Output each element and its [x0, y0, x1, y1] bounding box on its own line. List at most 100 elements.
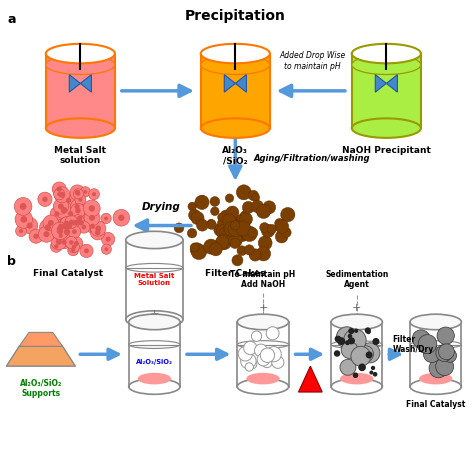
Circle shape — [82, 225, 86, 229]
Circle shape — [61, 222, 72, 233]
Circle shape — [54, 244, 58, 249]
Circle shape — [64, 206, 78, 221]
Circle shape — [218, 213, 226, 221]
Circle shape — [38, 192, 52, 206]
Polygon shape — [410, 322, 461, 387]
Circle shape — [244, 245, 255, 255]
Circle shape — [83, 190, 87, 194]
Circle shape — [101, 232, 115, 246]
Circle shape — [360, 343, 380, 363]
Circle shape — [64, 225, 68, 230]
Circle shape — [101, 213, 111, 224]
Circle shape — [55, 219, 67, 232]
Circle shape — [48, 220, 54, 226]
Circle shape — [245, 363, 254, 371]
Circle shape — [73, 211, 87, 225]
Circle shape — [59, 192, 65, 198]
Circle shape — [223, 221, 235, 233]
Circle shape — [347, 334, 352, 338]
Circle shape — [203, 239, 219, 254]
Circle shape — [266, 327, 279, 340]
Circle shape — [67, 222, 71, 226]
Circle shape — [256, 204, 271, 219]
Circle shape — [272, 356, 284, 369]
Circle shape — [340, 359, 356, 375]
Circle shape — [228, 221, 243, 237]
Ellipse shape — [237, 314, 289, 330]
Circle shape — [242, 216, 251, 225]
Circle shape — [89, 189, 100, 200]
Circle shape — [72, 220, 78, 225]
Circle shape — [365, 351, 373, 358]
Text: Final Catalyst: Final Catalyst — [406, 400, 465, 409]
Circle shape — [438, 344, 454, 360]
Ellipse shape — [201, 55, 270, 75]
Circle shape — [75, 219, 81, 224]
Circle shape — [223, 214, 236, 227]
Circle shape — [443, 349, 456, 362]
Circle shape — [91, 221, 106, 236]
Circle shape — [62, 240, 67, 245]
Circle shape — [191, 212, 204, 225]
Circle shape — [227, 222, 240, 236]
Polygon shape — [352, 54, 421, 128]
Circle shape — [207, 219, 215, 227]
Circle shape — [238, 347, 253, 361]
Circle shape — [337, 327, 357, 348]
Circle shape — [43, 215, 59, 231]
Circle shape — [239, 213, 253, 225]
Circle shape — [50, 207, 64, 221]
Circle shape — [281, 207, 295, 222]
Circle shape — [33, 233, 39, 239]
Circle shape — [19, 229, 23, 233]
Circle shape — [84, 210, 100, 226]
Circle shape — [75, 194, 86, 205]
Circle shape — [225, 194, 234, 202]
Ellipse shape — [340, 373, 374, 384]
Ellipse shape — [419, 373, 452, 384]
Circle shape — [53, 199, 69, 214]
Polygon shape — [46, 54, 115, 128]
Ellipse shape — [352, 44, 421, 63]
Circle shape — [54, 187, 70, 203]
Circle shape — [242, 201, 255, 213]
Circle shape — [348, 337, 355, 344]
Circle shape — [67, 225, 72, 229]
Ellipse shape — [126, 311, 183, 328]
Circle shape — [241, 353, 256, 369]
Circle shape — [263, 201, 276, 214]
Circle shape — [84, 248, 89, 253]
Polygon shape — [235, 75, 246, 92]
Circle shape — [230, 220, 243, 233]
Circle shape — [61, 207, 67, 213]
Circle shape — [75, 208, 81, 213]
Circle shape — [90, 224, 95, 229]
Circle shape — [262, 224, 274, 238]
Text: To maintain pH
Add NaOH: To maintain pH Add NaOH — [230, 270, 296, 289]
Circle shape — [53, 222, 66, 236]
Circle shape — [224, 218, 232, 226]
Circle shape — [262, 357, 272, 368]
Circle shape — [418, 335, 437, 353]
Circle shape — [20, 216, 27, 223]
Circle shape — [66, 224, 71, 228]
Circle shape — [52, 182, 66, 196]
Circle shape — [118, 214, 125, 221]
Circle shape — [207, 219, 216, 229]
Circle shape — [59, 223, 75, 240]
Ellipse shape — [201, 44, 270, 63]
Circle shape — [39, 219, 56, 236]
Circle shape — [68, 216, 82, 230]
Circle shape — [83, 200, 100, 217]
Circle shape — [344, 329, 366, 352]
Polygon shape — [299, 366, 322, 392]
Text: Aging/Filtration/washing: Aging/Filtration/washing — [253, 155, 370, 163]
Circle shape — [216, 235, 231, 250]
Circle shape — [77, 216, 82, 221]
Circle shape — [64, 221, 69, 225]
Circle shape — [373, 338, 380, 345]
Circle shape — [257, 353, 270, 366]
Text: Filter
Wash/Dry: Filter Wash/Dry — [392, 335, 434, 354]
Circle shape — [210, 197, 220, 206]
Circle shape — [230, 221, 239, 230]
